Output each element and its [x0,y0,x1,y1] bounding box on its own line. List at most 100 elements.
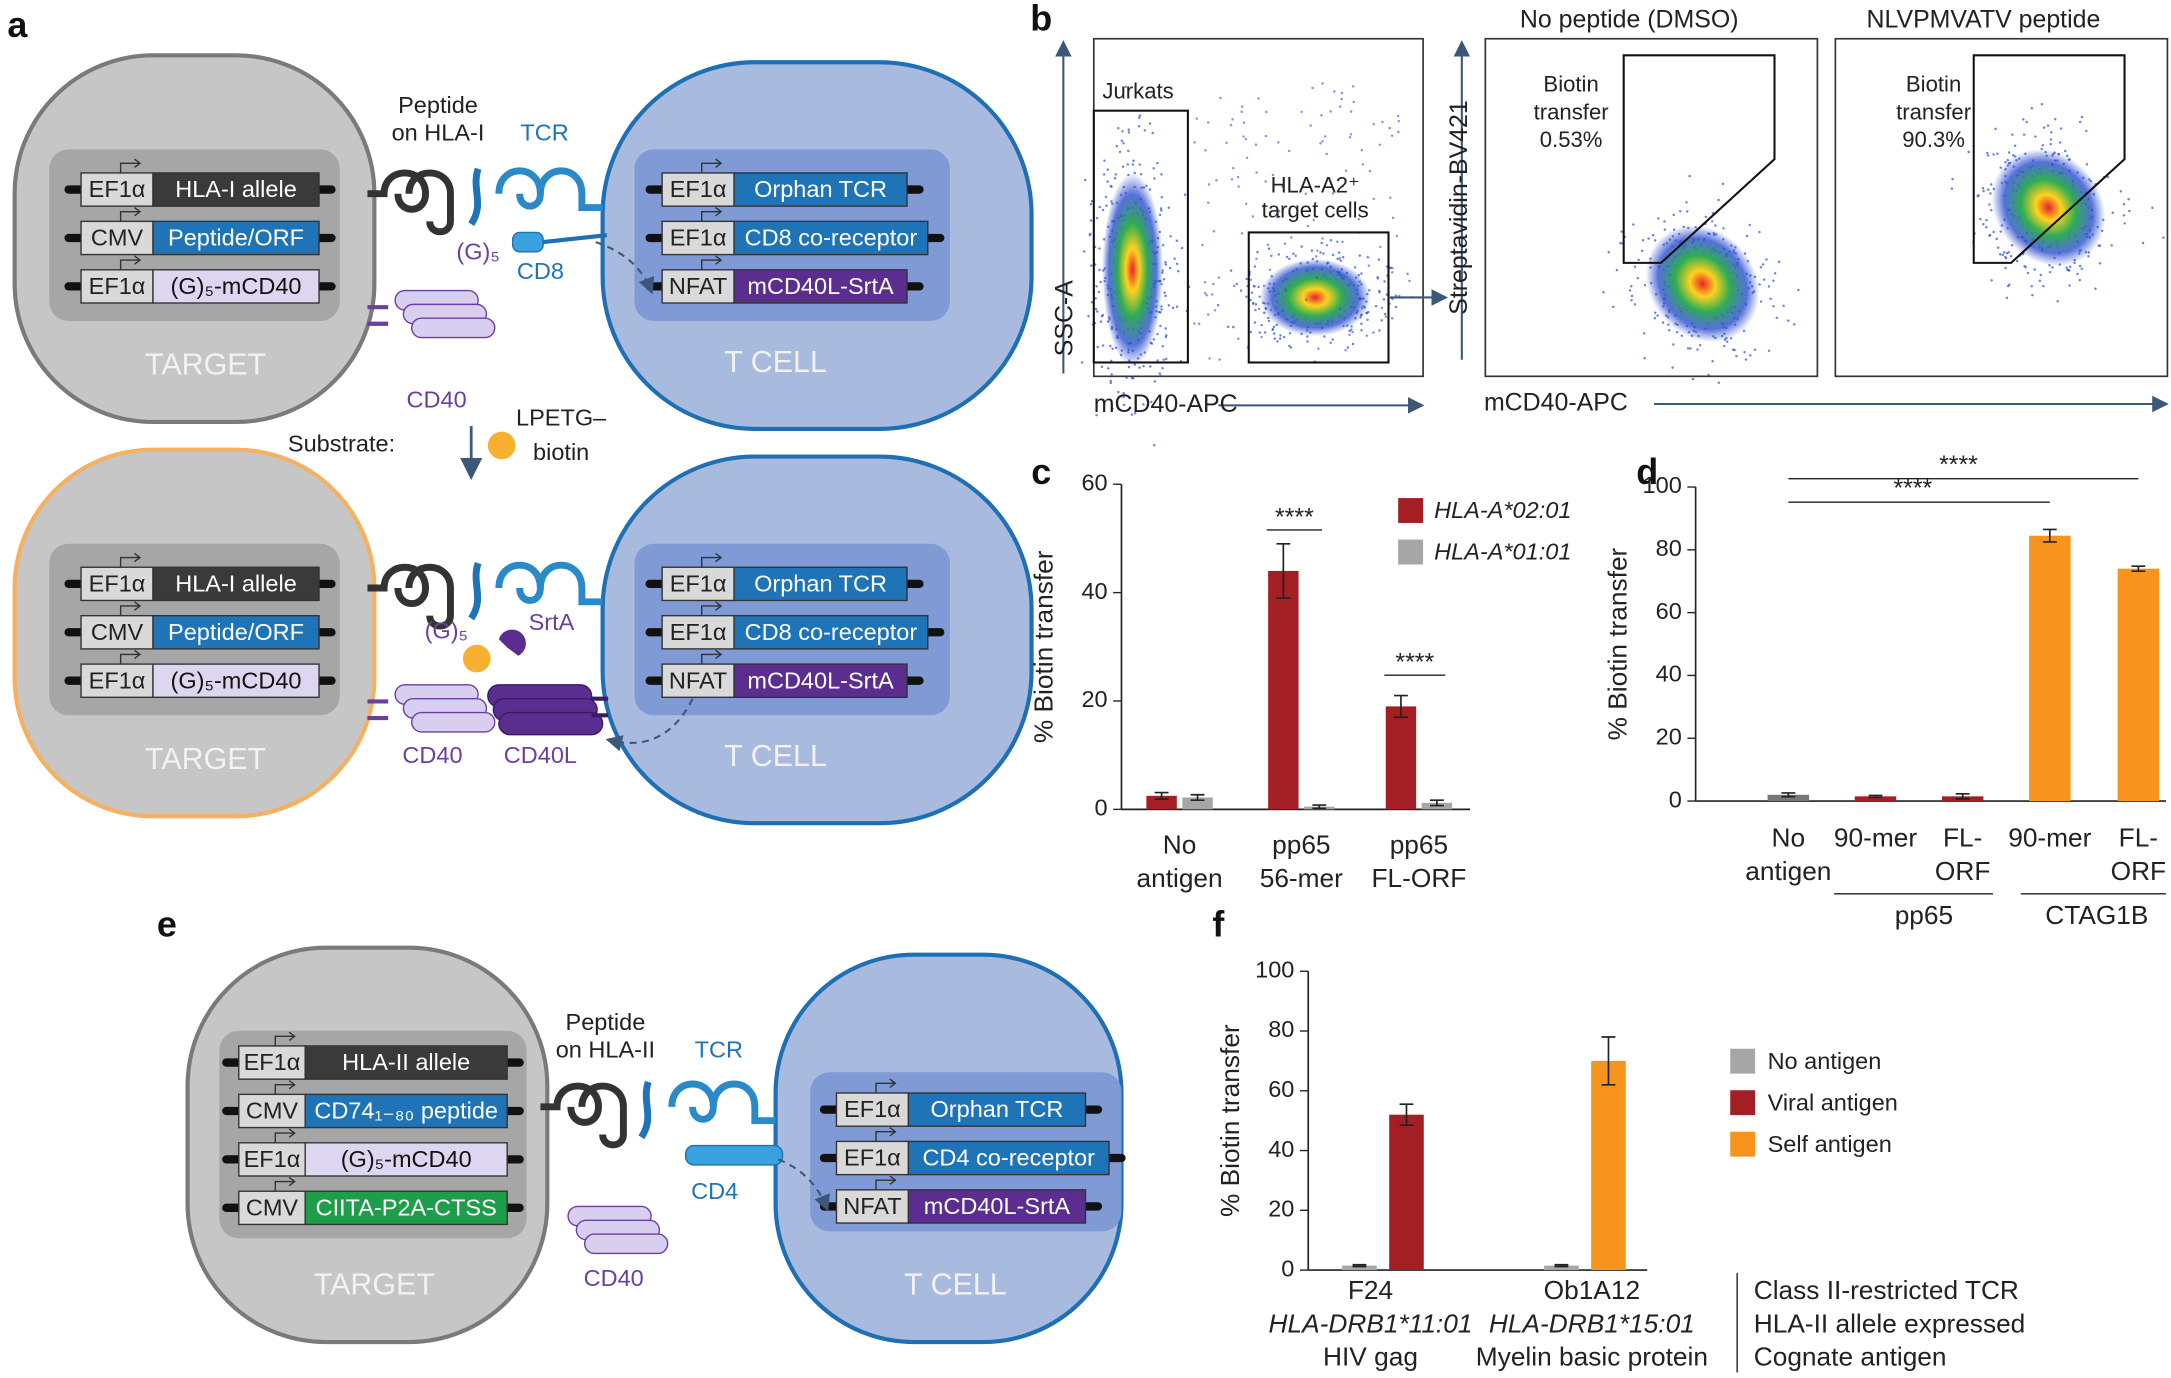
event-dot [1122,403,1126,407]
event-dot [1668,329,1671,332]
event-dot [1989,192,1992,195]
cell-label: T CELL [904,1268,1007,1302]
event-dot [1365,312,1369,315]
event-dot [1101,208,1105,212]
event-dot [1266,243,1270,247]
event-dot [1101,314,1105,317]
bar [1385,706,1417,810]
event-dot [1109,184,1112,188]
event-dot [1704,215,1708,219]
event-dot [1201,243,1204,247]
event-dot [2041,143,2045,147]
event-dot [1696,348,1699,351]
event-dot [2004,266,2007,270]
promoter-label: EF1α [844,1096,901,1122]
event-dot [1300,245,1303,248]
event-dot [1156,359,1159,362]
event-dot [1095,285,1098,288]
gene [152,269,320,304]
event-dot [1290,236,1293,239]
gene [152,566,320,602]
event-dot [1723,344,1726,348]
gene [304,1093,508,1129]
event-dot [2085,129,2088,133]
event-dot [1127,128,1131,132]
promoter [835,1189,910,1224]
event-dot [1380,319,1384,322]
event-dot [2001,253,2005,257]
label: Biotin [1906,72,1961,97]
label: No peptide (DMSO) [1520,5,1739,33]
panel-letter: a [7,4,28,45]
event-dot [1095,216,1099,220]
event-dot [1120,139,1124,143]
event-dot [2023,264,2026,268]
event-dot [1336,257,1339,261]
event-dot [2058,141,2062,144]
event-dot [2049,142,2052,146]
label: on HLA-II [556,1037,655,1063]
promoter [661,566,735,602]
error-bar [1430,799,1444,807]
event-dot [1767,349,1771,353]
promoter [80,269,154,304]
panel-letter: e [157,903,177,944]
event-dot [2078,264,2082,268]
event-dot [1352,100,1355,104]
gate [1092,109,1189,364]
event-dot [1745,234,1749,238]
cd8 [512,231,544,253]
significance: **** [1939,451,1978,479]
event-dot [1122,392,1125,395]
event-dot [2068,284,2071,287]
event-dot [1394,305,1398,309]
event-dot [1206,121,1210,124]
event-dot [1212,282,1215,286]
cd40l-stalk [591,696,609,718]
event-dot [1656,314,1659,317]
y-tick-label: 0 [1095,795,1108,821]
event-dot [1636,277,1640,280]
cd40-domain [583,1233,669,1255]
event-dot [1175,262,1179,266]
gene-label: CD4 co-receptor [922,1145,1095,1171]
event-dot [1985,225,1988,229]
event-dot [1321,237,1324,240]
peptide [638,1080,652,1140]
event-dot [2122,202,2126,206]
event-dot [1242,135,1245,138]
legend-swatch [1730,1131,1756,1157]
event-dot [1125,376,1128,379]
event-dot [1215,179,1218,182]
gene [733,614,929,650]
event-dot [1263,302,1267,305]
event-dot [2094,287,2097,291]
event-dot [1281,185,1284,189]
event-dot [1951,177,1954,181]
event-dot [2080,115,2084,119]
event-dot [1164,263,1168,266]
event-dot [2049,138,2053,141]
biotin-substrate [487,431,516,460]
promoter-arrow [701,649,723,665]
event-dot [1351,330,1354,334]
event-dot [2106,175,2110,179]
event-dot [1309,124,1312,127]
event-dot [1176,269,1180,273]
event-dot [1159,374,1162,378]
event-dot [1992,230,1995,234]
event-dot [1331,192,1335,195]
event-dot [2069,265,2072,269]
event-dot [1124,85,1127,89]
event-dot [2030,284,2033,288]
event-dot [1772,279,1775,282]
legend-label: No antigen [1768,1048,1882,1074]
event-dot [1619,241,1622,245]
event-dot [1216,303,1220,307]
event-dot [1211,293,1214,296]
event-dot [1258,331,1262,334]
event-dot [1260,323,1263,327]
event-dot [1688,174,1691,178]
event-dot [1251,215,1255,218]
promoter-label: EF1α [844,1145,901,1171]
